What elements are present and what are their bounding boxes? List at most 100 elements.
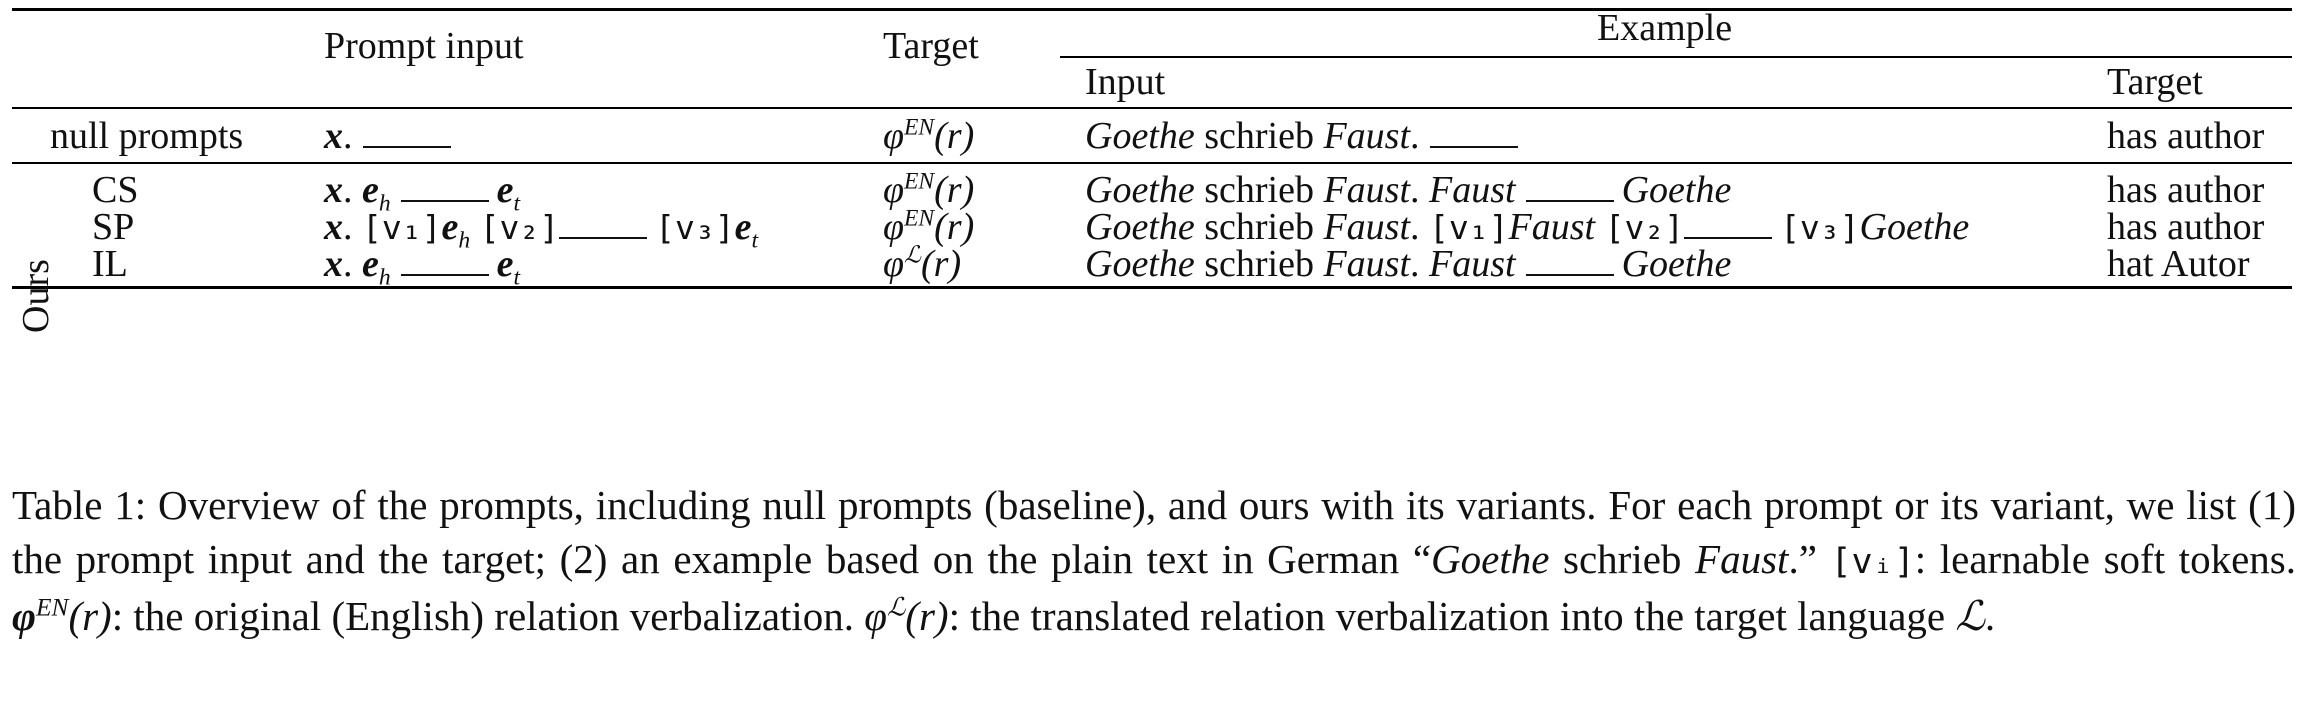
e-head: e [441, 206, 459, 248]
t-sub: t [751, 227, 759, 254]
soft-token-v2: [v₂] [479, 208, 560, 247]
caption-sup-en: EN [35, 593, 69, 622]
caption-r1: (r) [68, 593, 112, 639]
tail-entity: Goethe [1859, 206, 1970, 248]
sup: EN [904, 205, 935, 232]
example-null: Goethe schrieb Faust. [1085, 114, 1526, 158]
soft-token-v3: [v₃] [1780, 208, 1860, 247]
object: Faust [1323, 206, 1411, 248]
mask-blank [559, 209, 648, 239]
h-sub: h [458, 227, 471, 254]
x-var: x [324, 169, 343, 211]
x-var: x [324, 206, 343, 248]
prompt-il: x. eh et [324, 242, 520, 289]
dot: . [1410, 115, 1420, 157]
h-sub: h [378, 190, 391, 217]
subject: Goethe [1085, 115, 1195, 157]
head-entity: Faust [1429, 243, 1516, 285]
soft-token-v1: [v₁] [362, 208, 442, 247]
header-prompt-input: Prompt input [324, 25, 524, 67]
t-sub: t [513, 190, 521, 217]
prompt-sp: x. [v₁]eh [v₂] [v₃]et [324, 205, 758, 252]
example-cmidrule [1060, 56, 2292, 58]
sup: EN [904, 168, 935, 195]
caption-text-7: . [1984, 593, 1996, 639]
phi: φ [883, 206, 905, 248]
caption-soft-token: [vᵢ] [1830, 542, 1915, 582]
soft-token-v2: [v₂] [1604, 208, 1685, 247]
e-tail: e [734, 206, 752, 248]
e-tail: e [496, 169, 514, 211]
caption-goethe: Goethe [1431, 536, 1550, 582]
top-rule [12, 8, 2292, 11]
example-sp: Goethe schrieb Faust. [v₁]Faust [v₂] [v₃]… [1085, 205, 1969, 250]
mask-blank [1684, 209, 1773, 239]
example-target-null: has author [2107, 115, 2265, 157]
mask-blank [400, 172, 489, 202]
mask-blank [1429, 118, 1518, 148]
caption-text-2: schrieb [1549, 536, 1696, 582]
example-cs: Goethe schrieb Faust. Faust Goethe [1085, 168, 1731, 212]
example-target-il: hat Autor [2107, 243, 2250, 285]
object: Faust [1323, 115, 1411, 157]
phi: φ [883, 243, 905, 285]
header-example-target: Target [2107, 61, 2203, 103]
bottom-rule [12, 286, 2292, 289]
row-name-il: IL [92, 243, 128, 285]
arg: (r) [921, 243, 962, 285]
caption-text-4: : learnable soft tokens. [1914, 536, 2307, 582]
dot: . [1410, 243, 1420, 285]
mask-blank [1525, 246, 1614, 276]
soft-token-v3: [v₃] [655, 208, 735, 247]
row-name-sp: SP [92, 206, 135, 248]
verb: schrieb [1194, 169, 1324, 211]
caption-text-6: : the translated relation verbalization … [948, 593, 1956, 639]
e-head: e [362, 169, 379, 211]
e-tail: e [496, 243, 514, 285]
target-sp: φEN(r) [883, 205, 974, 249]
header-example: Example [1597, 7, 1733, 49]
table-caption: Table 1: Overview of the prompts, includ… [12, 478, 2296, 643]
t-sub: t [513, 264, 521, 291]
dot: . [343, 206, 353, 248]
target-null: φEN(r) [883, 114, 974, 158]
x-var: x [324, 115, 343, 157]
group-label-ours: Ours [15, 259, 57, 333]
h-sub: h [378, 264, 391, 291]
head-entity: Faust [1508, 206, 1596, 248]
header-target: Target [883, 25, 979, 67]
arg: (r) [934, 115, 975, 157]
caption-phi-bold: φ [12, 593, 36, 639]
arg: (r) [934, 169, 975, 211]
object: Faust [1323, 169, 1411, 211]
caption-faust: Faust [1695, 536, 1789, 582]
phi: φ [883, 115, 905, 157]
dot: . [343, 169, 353, 211]
subject: Goethe [1085, 243, 1195, 285]
object: Faust [1323, 243, 1411, 285]
phi: φ [883, 169, 905, 211]
dot: . [343, 243, 353, 285]
header-rule [12, 107, 2292, 109]
row-name-null-prompts: null prompts [50, 115, 244, 157]
subject: Goethe [1085, 206, 1195, 248]
mask-blank [400, 246, 489, 276]
dot: . [343, 115, 353, 157]
subject: Goethe [1085, 169, 1195, 211]
target-cs: φEN(r) [883, 168, 974, 212]
group-rule [12, 162, 2292, 164]
tail-entity: Goethe [1621, 169, 1732, 211]
prompt-cs: x. eh et [324, 168, 520, 215]
sup: EN [904, 114, 935, 141]
caption-lang: ℒ [1955, 593, 1985, 639]
example-target-cs: has author [2107, 169, 2265, 211]
verb: schrieb [1194, 115, 1324, 157]
dot: . [1410, 206, 1420, 248]
caption-r2: (r) [905, 593, 949, 639]
caption-text-5: : the original (English) relation verbal… [111, 593, 865, 639]
example-il: Goethe schrieb Faust. Faust Goethe [1085, 242, 1731, 286]
caption-sup-l: ℒ [886, 593, 906, 622]
tail-entity: Goethe [1621, 243, 1732, 285]
dot: . [1410, 169, 1420, 211]
mask-blank [1525, 172, 1614, 202]
